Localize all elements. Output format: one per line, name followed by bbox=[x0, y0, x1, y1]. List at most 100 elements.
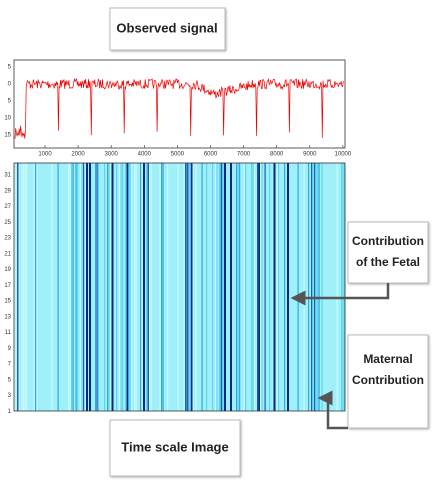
stripe bbox=[129, 163, 131, 411]
stripe bbox=[212, 163, 214, 411]
y-tick-label: 5 bbox=[8, 65, 12, 71]
y-tick-label: 15 bbox=[4, 299, 11, 305]
stripe bbox=[177, 163, 179, 411]
stripe bbox=[17, 163, 19, 411]
y-tick-label: 1 bbox=[8, 409, 12, 415]
stripe bbox=[312, 163, 314, 411]
stripe bbox=[342, 163, 344, 411]
stripe bbox=[243, 163, 245, 411]
y-tick-label: 17 bbox=[4, 283, 11, 289]
stripe bbox=[264, 163, 266, 411]
stripe bbox=[149, 163, 151, 411]
stripe bbox=[108, 163, 110, 411]
stripe bbox=[224, 163, 226, 411]
stripe bbox=[183, 163, 185, 411]
stripe bbox=[95, 163, 97, 411]
stripe bbox=[321, 163, 323, 411]
stripe bbox=[110, 163, 112, 411]
stripe bbox=[68, 163, 70, 411]
stripe bbox=[215, 163, 217, 411]
stripe bbox=[260, 163, 262, 411]
stripe bbox=[221, 163, 223, 411]
stripe bbox=[75, 163, 77, 411]
x-tick-label: 7000 bbox=[237, 152, 251, 158]
stripe bbox=[146, 163, 148, 411]
y-tick-label: 5 bbox=[8, 99, 12, 105]
stripe bbox=[195, 163, 197, 411]
stripe bbox=[98, 163, 100, 411]
stripe bbox=[336, 163, 338, 411]
stripe bbox=[258, 163, 261, 411]
y-tick-label: 21 bbox=[4, 251, 11, 257]
x-tick-label: 3000 bbox=[105, 152, 119, 158]
image-background bbox=[14, 163, 345, 411]
y-tick-label: 10 bbox=[4, 116, 11, 122]
x-tick-label: 5000 bbox=[171, 152, 185, 158]
stripe bbox=[230, 163, 232, 411]
stripe bbox=[51, 163, 53, 411]
stripe bbox=[33, 163, 35, 411]
stripe bbox=[80, 163, 82, 411]
stripe bbox=[254, 163, 256, 411]
stripe bbox=[104, 163, 106, 411]
stripe bbox=[24, 163, 26, 411]
label-box bbox=[109, 7, 226, 51]
label-box bbox=[109, 419, 241, 477]
stripe bbox=[269, 163, 271, 411]
stripe bbox=[162, 163, 164, 411]
stripe bbox=[14, 163, 16, 411]
x-tick-label: 8000 bbox=[270, 152, 284, 158]
stripe bbox=[35, 163, 37, 411]
stripe bbox=[161, 163, 163, 411]
stripe bbox=[222, 163, 224, 411]
y-tick-label: 27 bbox=[4, 204, 11, 210]
stripe bbox=[273, 163, 276, 411]
stripe bbox=[189, 163, 191, 411]
stripe bbox=[276, 163, 278, 411]
stripe bbox=[278, 163, 280, 411]
y-tick-label: 9 bbox=[8, 346, 12, 352]
y-tick-label: 3 bbox=[8, 393, 12, 399]
stripe bbox=[308, 163, 310, 411]
stripe bbox=[192, 163, 194, 411]
stripe bbox=[134, 163, 136, 411]
label-box bbox=[347, 221, 429, 284]
top-label: Observed signal bbox=[116, 20, 217, 35]
stripe bbox=[18, 163, 20, 411]
stripe bbox=[159, 163, 161, 411]
stripe bbox=[287, 163, 289, 411]
image-frame bbox=[13, 162, 346, 412]
stripe bbox=[251, 163, 253, 411]
stripe bbox=[111, 163, 114, 411]
y-tick-label: 13 bbox=[4, 314, 11, 320]
stripe bbox=[186, 163, 189, 411]
x-tick-label: 4000 bbox=[138, 152, 152, 158]
stripe bbox=[185, 163, 187, 411]
stripe bbox=[257, 163, 259, 411]
stripe bbox=[86, 163, 88, 411]
y-tick-label: 15 bbox=[4, 133, 11, 139]
stripe bbox=[252, 163, 254, 411]
label-box bbox=[347, 334, 429, 429]
x-tick-label: 9000 bbox=[303, 152, 317, 158]
stripe bbox=[303, 163, 305, 411]
signal-trace bbox=[14, 77, 345, 139]
y-tick-label: 7 bbox=[8, 362, 12, 368]
y-tick-label: 23 bbox=[4, 236, 11, 242]
stripe bbox=[140, 163, 142, 411]
stripe bbox=[125, 163, 127, 411]
stripe bbox=[261, 163, 263, 411]
stripe bbox=[141, 163, 143, 411]
stripe bbox=[216, 163, 218, 411]
stripe bbox=[131, 163, 133, 411]
stripe bbox=[72, 163, 74, 411]
stripe bbox=[206, 163, 208, 411]
stripe bbox=[126, 163, 129, 411]
stripe bbox=[219, 163, 221, 411]
y-tick-label: 31 bbox=[4, 173, 11, 179]
stripe bbox=[120, 163, 122, 411]
y-tick-label: 25 bbox=[4, 220, 11, 226]
x-tick-label: 6000 bbox=[204, 152, 218, 158]
stripe bbox=[107, 163, 109, 411]
